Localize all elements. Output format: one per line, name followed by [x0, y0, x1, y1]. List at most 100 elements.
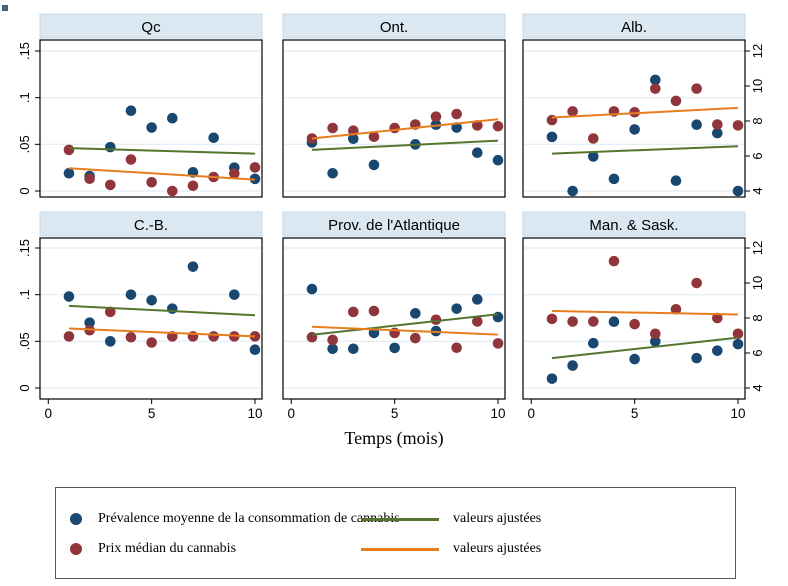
price-dot: [588, 316, 599, 327]
y2-tick-label: 8: [750, 314, 765, 321]
fitted-prevalence-line: [68, 304, 256, 317]
price-dot: [105, 306, 116, 318]
prevalence-dot: [105, 141, 116, 153]
fitted-price-line: [311, 325, 499, 336]
price-dot: [629, 318, 640, 330]
panel-man-sask: Man. & Sask. 4 6 8 10 12 0 5 10: [522, 211, 765, 421]
prevalence-dot: [410, 308, 421, 319]
y-tick-label: .1: [17, 92, 32, 103]
price-dot: [451, 108, 462, 120]
prevalence-dot: [327, 167, 338, 179]
legend-row-price: Prix médian du cannabis valeurs ajustées: [56, 539, 735, 559]
panel-border: [39, 237, 263, 400]
legend-label-prevalence: Prévalence moyenne de la consommation de…: [98, 511, 400, 526]
price-dot: [472, 316, 483, 327]
fitted-price-line: [551, 310, 739, 316]
prevalence-dot: [629, 124, 640, 135]
price-dot: [712, 312, 723, 324]
y2-tick-label: 10: [750, 79, 765, 93]
prevalence-dot: [389, 342, 400, 354]
price-dot: [410, 332, 421, 344]
prevalence-dot: [732, 185, 744, 197]
price-dot: [187, 180, 199, 192]
corner-artifact: [2, 5, 8, 11]
prevalence-dot: [249, 344, 261, 356]
y2-tick-label: 4: [750, 187, 765, 194]
panel-title: Ont.: [380, 19, 408, 36]
price-dot: [389, 122, 400, 134]
price-dot: [732, 120, 744, 131]
prevalence-dot: [146, 122, 157, 133]
prevalence-dot: [451, 303, 462, 314]
price-dot: [492, 120, 504, 132]
y-tick-label: 0: [17, 187, 32, 194]
panel-title-band: [522, 13, 746, 39]
price-dot: [63, 331, 75, 342]
price-dot: [327, 122, 338, 134]
prevalence-dot: [670, 175, 682, 187]
y-tick-label: .05: [17, 332, 32, 350]
panel-title: Man. & Sask.: [589, 217, 678, 234]
legend-row-prevalence: Prévalence moyenne de la consommation de…: [56, 509, 735, 529]
fitted-price-line-icon: [361, 548, 439, 551]
panel-alb: Alb. 4 6 8 10 12: [522, 13, 765, 198]
x-tick-label: 10: [490, 406, 505, 421]
price-dot: [712, 119, 723, 130]
prevalence-dot: [546, 373, 558, 384]
prevalence-dot: [588, 337, 599, 349]
fitted-price-line: [68, 167, 256, 181]
price-dot: [327, 334, 338, 346]
fitted-prevalence-line: [551, 145, 739, 155]
plot-background: [283, 40, 505, 197]
prevalence-dot: [327, 343, 338, 355]
panel-qc: Qc 0 .05 .1 .15: [17, 13, 263, 198]
prevalence-dot: [63, 167, 75, 179]
prevalence-dot: [125, 289, 137, 300]
y-tick-label: .15: [17, 239, 32, 257]
prevalence-dot: [167, 303, 178, 314]
price-dot: [208, 331, 219, 342]
y2-tick-label: 10: [750, 276, 765, 290]
prevalence-dot: [348, 133, 359, 145]
prevalence-dot: [567, 360, 578, 371]
prevalence-dot: [105, 336, 116, 347]
prevalence-dot: [187, 261, 199, 272]
x-tick-label: 5: [631, 406, 639, 421]
price-dot: [691, 83, 702, 94]
x-tick-label: 5: [391, 406, 399, 421]
fitted-price-line: [311, 118, 499, 140]
price-marker-icon: [70, 543, 82, 555]
prevalence-dot: [368, 159, 380, 171]
fitted-prevalence-line: [551, 336, 739, 360]
price-dot: [229, 168, 240, 179]
prevalence-dot: [567, 185, 578, 197]
fitted-price-line: [68, 327, 256, 338]
prevalence-marker-icon: [70, 513, 82, 525]
prevalence-dot: [451, 122, 462, 133]
legend: Prévalence moyenne de la consommation de…: [55, 487, 736, 579]
price-dot: [84, 173, 95, 185]
price-dot: [146, 176, 157, 188]
price-dot: [588, 133, 599, 144]
prevalence-dot: [472, 294, 483, 305]
price-dot: [608, 255, 620, 267]
prevalence-dot: [146, 294, 157, 306]
prevalence-dot: [472, 147, 483, 159]
prevalence-dot: [650, 74, 661, 86]
panel-title-band: [39, 211, 263, 237]
panel-border: [522, 39, 746, 198]
price-dot: [167, 185, 178, 197]
panel-title-band: [282, 13, 506, 39]
x-tick-label: 10: [730, 406, 745, 421]
price-dot: [691, 277, 702, 289]
legend-label-price: Prix médian du cannabis: [98, 541, 237, 556]
y-tick-label: 0: [17, 384, 32, 391]
panel-prov-de-l-atlantique: Prov. de l'Atlantique 0 5 10: [282, 211, 506, 421]
prevalence-dot: [691, 352, 702, 364]
y2-tick-label: 4: [750, 384, 765, 391]
plot-background: [283, 238, 505, 399]
prevalence-dot: [546, 131, 558, 143]
prevalence-dot: [492, 311, 504, 323]
prevalence-dot: [588, 151, 599, 162]
